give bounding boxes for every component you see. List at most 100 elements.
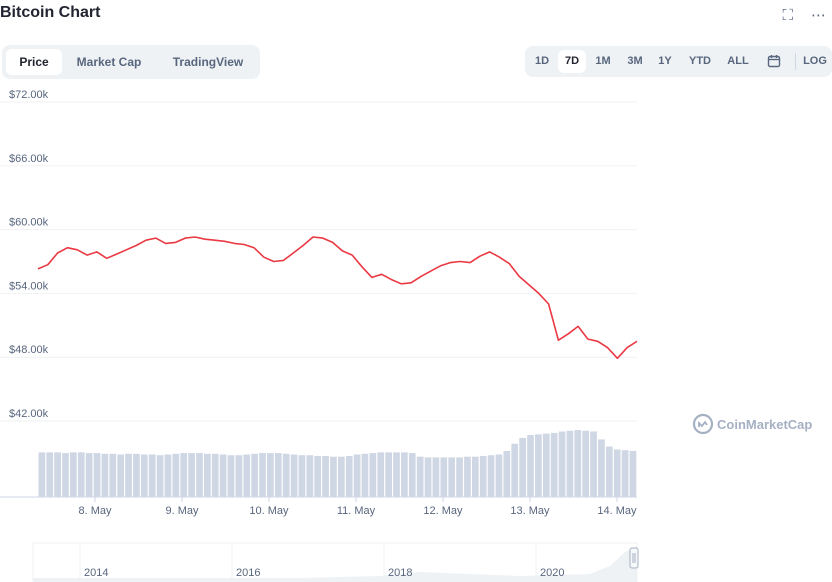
- volume-bar: [267, 453, 274, 497]
- y-tick-label: $48.00k: [9, 344, 49, 356]
- chart-type-tabs: Price Market Cap TradingView: [2, 45, 260, 79]
- navigator-tick-label: 2018: [388, 567, 412, 579]
- range-1d[interactable]: 1D: [534, 55, 550, 67]
- volume-bar: [393, 452, 400, 497]
- volume-bar: [574, 430, 582, 497]
- volume-bar: [527, 435, 534, 497]
- volume-bar: [259, 453, 266, 497]
- tab-price[interactable]: Price: [6, 49, 62, 75]
- volume-bar: [322, 455, 329, 497]
- volume-bar: [109, 453, 117, 497]
- tab-tradingview[interactable]: TradingView: [172, 55, 244, 69]
- range-3m[interactable]: 3M: [627, 55, 643, 67]
- tab-market-cap[interactable]: Market Cap: [76, 55, 142, 69]
- y-tick-label: $54.00k: [9, 280, 49, 292]
- volume-bar: [487, 455, 495, 497]
- log-toggle[interactable]: LOG: [803, 55, 827, 67]
- volume-bar: [46, 452, 54, 497]
- volume-bar: [290, 454, 298, 497]
- volume-bar: [93, 453, 101, 497]
- navigator-handle[interactable]: [629, 547, 639, 569]
- volume-bar: [298, 455, 306, 497]
- range-ytd[interactable]: YTD: [689, 55, 711, 67]
- volume-bar: [345, 455, 353, 497]
- range-all[interactable]: ALL: [727, 55, 749, 67]
- calendar-icon[interactable]: [761, 50, 787, 73]
- volume-bar: [101, 453, 109, 497]
- volume-bar: [77, 452, 85, 497]
- volume-bar: [464, 456, 471, 497]
- price-series-line: [37, 236, 638, 360]
- navigator-tick-label: 2020: [540, 567, 564, 579]
- volume-bar: [62, 453, 69, 497]
- volume-bar: [133, 453, 140, 497]
- time-range-selector: 1D 7D 1M 3M 1Y YTD ALL LOG: [525, 46, 832, 77]
- volume-bar: [424, 457, 432, 497]
- volume-bar: [353, 454, 361, 497]
- volume-bar: [227, 455, 235, 497]
- volume-bar: [204, 453, 211, 497]
- x-tick-label: 8. May: [78, 505, 112, 517]
- navigator-area: [33, 546, 637, 582]
- x-tick-label: 11. May: [337, 505, 376, 517]
- volume-bar: [314, 455, 322, 497]
- y-tick-label: $66.00k: [9, 153, 49, 165]
- range-1m[interactable]: 1M: [595, 55, 611, 67]
- volume-bar: [164, 454, 172, 497]
- volume-bar: [243, 454, 251, 497]
- volume-bar: [306, 455, 314, 497]
- y-tick-label: $42.00k: [9, 408, 49, 420]
- volume-bar: [479, 455, 487, 497]
- volume-bar: [117, 454, 124, 497]
- volume-bar: [369, 453, 377, 497]
- volume-bar: [503, 450, 511, 497]
- navigator-tick-label: 2014: [84, 567, 108, 579]
- x-tick-label: 14. May: [597, 505, 637, 517]
- volume-bar: [54, 452, 61, 497]
- volume-bar: [282, 453, 290, 497]
- volume-bar: [448, 457, 456, 497]
- range-7d[interactable]: 7D: [558, 50, 586, 73]
- range-divider: [795, 53, 796, 70]
- volume-bar: [511, 443, 519, 497]
- volume-bar: [598, 439, 605, 497]
- volume-bar: [385, 452, 392, 497]
- volume-bar: [361, 453, 369, 497]
- volume-bar: [401, 452, 408, 497]
- x-tick-label: 12. May: [423, 505, 463, 517]
- y-tick-label: $60.00k: [9, 217, 49, 229]
- volume-bar: [432, 457, 440, 497]
- volume-bar: [535, 434, 542, 497]
- coinmarketcap-logo-icon: [692, 413, 714, 435]
- volume-bar: [156, 455, 164, 497]
- volume-bar: [140, 454, 148, 497]
- volume-bar: [338, 456, 345, 497]
- navigator[interactable]: 2014 2016 2018 2020: [32, 542, 639, 582]
- navigator-tick-label: 2016: [236, 567, 260, 579]
- volume-bar: [519, 437, 526, 497]
- volume-bar: [550, 432, 558, 497]
- volume-bar: [440, 457, 448, 497]
- x-tick-label: 9. May: [165, 505, 199, 517]
- volume-bar: [582, 430, 590, 497]
- volume-bar: [211, 453, 219, 497]
- volume-bar: [495, 454, 503, 497]
- range-1y[interactable]: 1Y: [658, 55, 672, 67]
- volume-bar: [542, 433, 550, 497]
- volume-bar: [196, 453, 203, 497]
- more-icon[interactable]: ⋯: [811, 7, 826, 24]
- volume-bar: [408, 453, 416, 497]
- page-title: Bitcoin Chart: [0, 4, 101, 21]
- volume-bar: [377, 452, 385, 497]
- volume-bar: [235, 455, 243, 497]
- y-tick-label: $72.00k: [9, 89, 49, 101]
- volume-bar: [613, 449, 621, 497]
- watermark-text: CoinMarketCap: [717, 417, 812, 432]
- volume-bar: [416, 456, 424, 497]
- volume-bar: [180, 453, 188, 497]
- volume-bar: [629, 450, 637, 497]
- fullscreen-icon[interactable]: ⛶: [782, 6, 793, 24]
- volume-bar: [605, 446, 613, 497]
- volume-bar: [188, 453, 195, 497]
- watermark: CoinMarketCap: [692, 413, 812, 435]
